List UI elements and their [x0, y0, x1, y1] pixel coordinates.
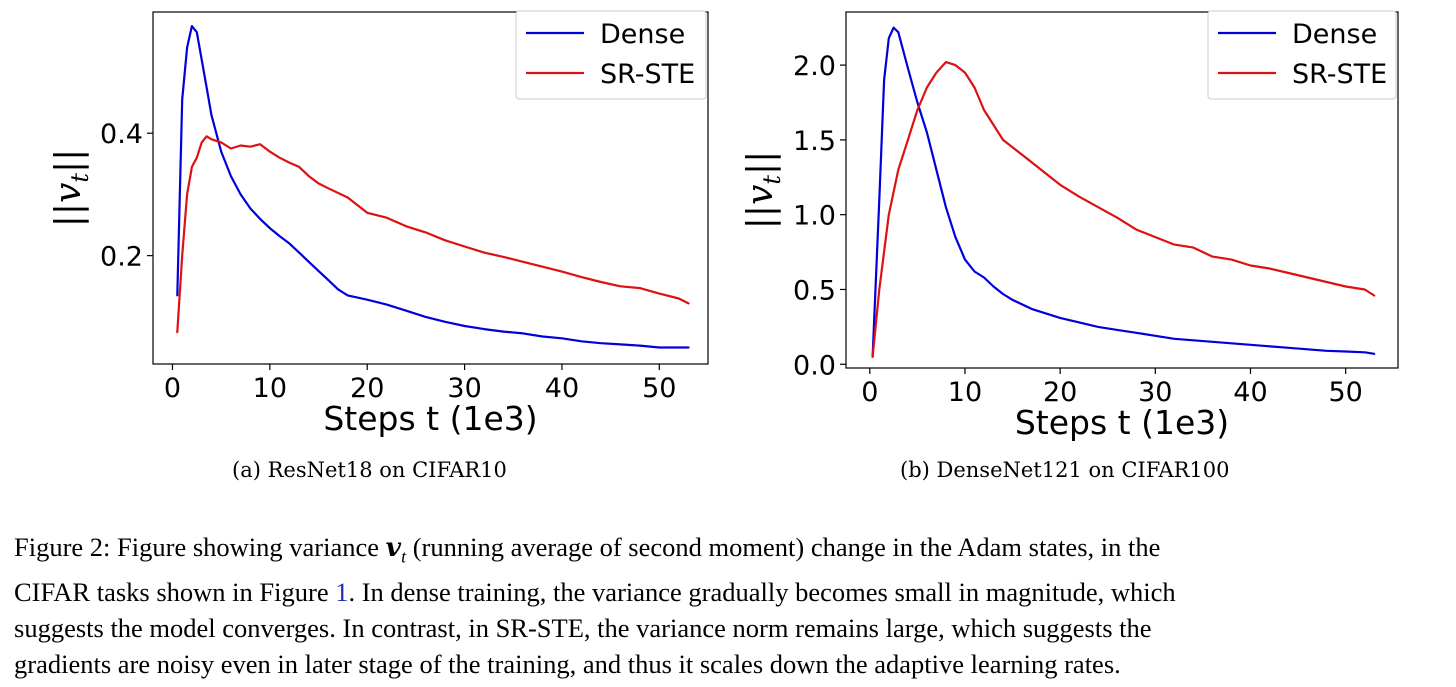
legend-label-dense: Dense: [600, 19, 685, 50]
x-tick-label: 10: [948, 377, 982, 408]
y-tick-label: 1.5: [793, 126, 836, 157]
y-tick-label: 2.0: [793, 51, 836, 82]
caption-text: t: [401, 546, 407, 567]
x-tick-label: 30: [447, 373, 481, 404]
plot-frame: [152, 11, 709, 365]
y-tick-label: 0.5: [793, 275, 836, 306]
chart-densenet121-cifar100: 0 10 20 30 40 50 0.0 0.5 1.0 1.5 2.0 Steps t (1e3) |…: [740, 10, 1399, 442]
y-tick-label: 1.0: [793, 201, 836, 232]
y-tick-label: 0.0: [793, 350, 836, 381]
caption-text: (running average of second moment) chang…: [406, 532, 1161, 562]
y-axis-label: ||vt||: [48, 149, 94, 228]
x-tick-label: 20: [1043, 377, 1077, 408]
caption-text: gradients are noisy even in later stage …: [14, 649, 1121, 680]
subcaption-a: (a) ResNet18 on CIFAR10: [232, 458, 507, 482]
x-tick-label: 0: [861, 377, 878, 408]
y-axis-label: ||vt||: [740, 151, 786, 230]
legend-label-sr-ste: SR-STE: [1292, 59, 1387, 90]
legend-label-dense: Dense: [1292, 19, 1377, 50]
series-line-sr-ste: [871, 60, 1376, 358]
legend-label-sr-ste: SR-STE: [600, 59, 695, 90]
chart-resnet18-cifar10: 0 10 20 30 40 50 0.2 0.4 Steps t (1e3) ||vt|| Dens…: [48, 10, 709, 438]
x-tick-label: 50: [642, 373, 676, 404]
caption-text: suggests the model converges. In contras…: [14, 613, 1152, 644]
x-axis-label: Steps t (1e3): [1015, 403, 1229, 442]
x-tick-label: 20: [350, 373, 384, 404]
plot-frame: [845, 11, 1399, 369]
y-tick-label: 0.2: [100, 242, 143, 273]
x-tick-label: 50: [1328, 377, 1362, 408]
series-line-dense: [176, 25, 690, 349]
x-tick-label: 10: [253, 373, 287, 404]
x-tick-label: 40: [545, 373, 579, 404]
caption-line: Figure 2: Figure showing variance 𝒗t (ru…: [14, 529, 1450, 574]
figure-caption: Figure 2: Figure showing variance 𝒗t (ru…: [14, 529, 1450, 682]
x-tick-label: 30: [1138, 377, 1172, 408]
series-line-sr-ste: [176, 135, 690, 334]
caption-text: 𝒗: [385, 532, 402, 562]
series-line-dense: [871, 26, 1376, 358]
caption-text: CIFAR tasks shown in Figure: [14, 577, 336, 608]
caption-text: Figure 2: Figure showing variance: [14, 532, 386, 562]
x-axis-label: Steps t (1e3): [323, 399, 537, 438]
caption-line: CIFAR tasks shown in Figure 1. In dense …: [14, 574, 1450, 610]
x-tick-label: 40: [1233, 377, 1267, 408]
caption-line: suggests the model converges. In contras…: [14, 610, 1450, 646]
caption-text: . In dense training, the variance gradua…: [348, 577, 1176, 608]
y-tick-label: 0.4: [100, 119, 143, 150]
subcaption-b: (b) DenseNet121 on CIFAR100: [900, 458, 1230, 482]
caption-line: gradients are noisy even in later stage …: [14, 646, 1450, 682]
figure-reference-link[interactable]: 1: [335, 577, 349, 608]
x-tick-label: 0: [164, 373, 181, 404]
